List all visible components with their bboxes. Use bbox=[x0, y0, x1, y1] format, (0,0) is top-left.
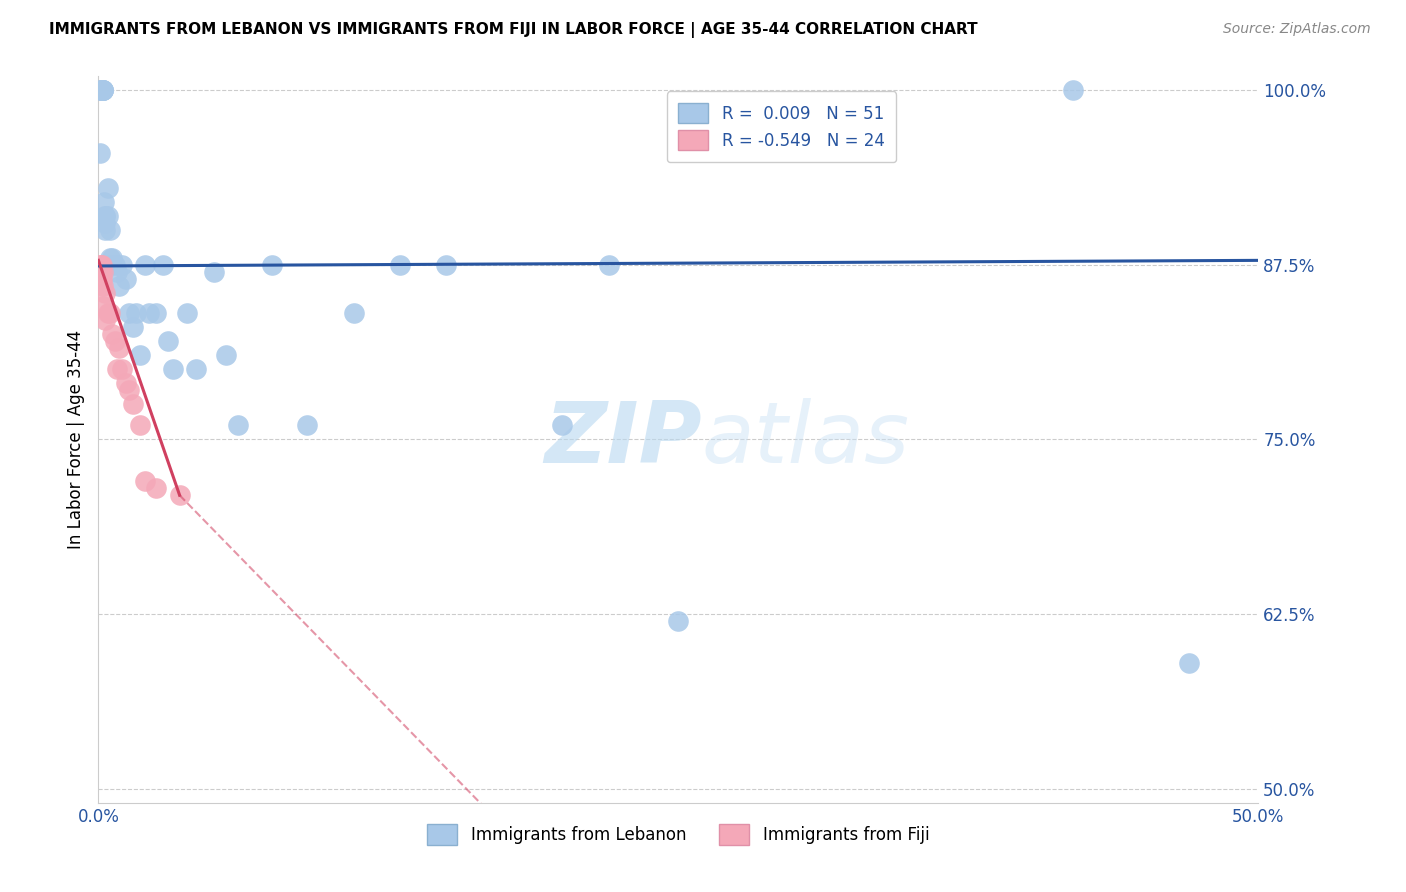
Text: Source: ZipAtlas.com: Source: ZipAtlas.com bbox=[1223, 22, 1371, 37]
Point bbox=[91, 83, 114, 97]
Point bbox=[91, 83, 114, 97]
Point bbox=[108, 278, 131, 293]
Text: IMMIGRANTS FROM LEBANON VS IMMIGRANTS FROM FIJI IN LABOR FORCE | AGE 35-44 CORRE: IMMIGRANTS FROM LEBANON VS IMMIGRANTS FR… bbox=[49, 22, 977, 38]
Point bbox=[94, 313, 117, 327]
Point bbox=[138, 306, 160, 320]
Point bbox=[184, 362, 207, 376]
Point bbox=[666, 614, 689, 628]
Point bbox=[117, 384, 139, 398]
Point bbox=[98, 306, 121, 320]
Point bbox=[94, 222, 117, 236]
Point bbox=[91, 83, 114, 97]
Point bbox=[145, 481, 167, 495]
Point bbox=[91, 264, 114, 278]
Point bbox=[104, 334, 127, 349]
Point bbox=[262, 258, 284, 272]
Point bbox=[98, 258, 121, 272]
Point bbox=[94, 216, 117, 230]
Point bbox=[204, 264, 226, 278]
Point bbox=[111, 258, 132, 272]
Point bbox=[598, 258, 620, 272]
Point bbox=[134, 475, 156, 489]
Point bbox=[105, 264, 128, 278]
Point bbox=[90, 83, 112, 97]
Point bbox=[226, 418, 249, 433]
Point bbox=[122, 320, 145, 334]
Point bbox=[97, 180, 120, 194]
Point bbox=[90, 83, 112, 97]
Point bbox=[91, 83, 114, 97]
Point bbox=[1178, 656, 1201, 670]
Point bbox=[94, 285, 117, 300]
Point bbox=[101, 327, 124, 342]
Text: ZIP: ZIP bbox=[544, 398, 702, 481]
Point bbox=[90, 264, 112, 278]
Point bbox=[89, 258, 111, 272]
Point bbox=[93, 194, 115, 209]
Point bbox=[90, 83, 112, 97]
Point bbox=[134, 258, 156, 272]
Point bbox=[90, 83, 112, 97]
Point bbox=[129, 348, 152, 362]
Point bbox=[105, 362, 128, 376]
Point bbox=[215, 348, 238, 362]
Point bbox=[157, 334, 180, 349]
Point bbox=[97, 209, 120, 223]
Point bbox=[176, 306, 198, 320]
Point bbox=[101, 251, 124, 265]
Point bbox=[152, 258, 174, 272]
Point bbox=[90, 271, 112, 285]
Point bbox=[124, 306, 146, 320]
Text: atlas: atlas bbox=[702, 398, 910, 481]
Point bbox=[89, 145, 111, 160]
Point bbox=[115, 376, 138, 391]
Point bbox=[297, 418, 319, 433]
Point bbox=[98, 251, 121, 265]
Point bbox=[104, 258, 127, 272]
Point bbox=[97, 306, 120, 320]
Point bbox=[115, 271, 138, 285]
Point bbox=[111, 362, 132, 376]
Legend: Immigrants from Lebanon, Immigrants from Fiji: Immigrants from Lebanon, Immigrants from… bbox=[416, 813, 941, 856]
Point bbox=[343, 306, 366, 320]
Point bbox=[1062, 83, 1084, 97]
Point bbox=[98, 222, 121, 236]
Y-axis label: In Labor Force | Age 35-44: In Labor Force | Age 35-44 bbox=[66, 330, 84, 549]
Point bbox=[91, 300, 114, 314]
Point bbox=[94, 209, 117, 223]
Point bbox=[90, 258, 112, 272]
Point bbox=[169, 488, 191, 502]
Point bbox=[388, 258, 412, 272]
Point bbox=[436, 258, 458, 272]
Point bbox=[117, 306, 139, 320]
Point bbox=[90, 83, 112, 97]
Point bbox=[129, 418, 152, 433]
Point bbox=[108, 342, 131, 356]
Point bbox=[162, 362, 184, 376]
Point bbox=[91, 278, 114, 293]
Point bbox=[90, 258, 112, 272]
Point bbox=[122, 397, 145, 411]
Point bbox=[551, 418, 574, 433]
Point bbox=[94, 209, 117, 223]
Point bbox=[145, 306, 167, 320]
